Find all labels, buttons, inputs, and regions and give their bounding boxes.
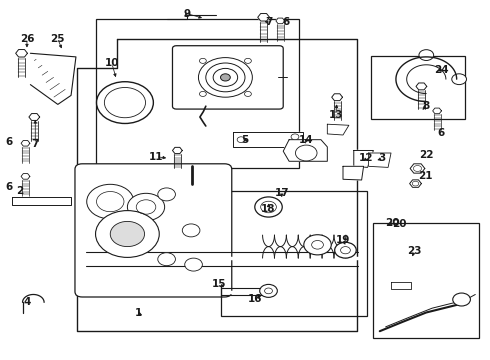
Polygon shape (16, 50, 27, 57)
Polygon shape (354, 150, 373, 167)
Bar (373, 223, 479, 338)
Circle shape (158, 188, 175, 201)
Circle shape (335, 242, 356, 258)
Circle shape (245, 91, 251, 96)
Text: 10: 10 (104, 58, 119, 68)
Polygon shape (276, 18, 285, 24)
Circle shape (255, 197, 282, 217)
Polygon shape (21, 140, 30, 146)
Circle shape (97, 82, 153, 123)
Circle shape (245, 58, 251, 63)
Bar (371, 56, 465, 119)
Text: 6: 6 (5, 182, 12, 192)
Text: 15: 15 (212, 279, 227, 289)
Circle shape (185, 258, 202, 271)
Circle shape (127, 193, 165, 221)
FancyBboxPatch shape (172, 46, 283, 109)
Text: 22: 22 (419, 150, 434, 160)
Circle shape (220, 74, 230, 81)
Polygon shape (327, 124, 349, 135)
Text: 5: 5 (242, 135, 248, 145)
Circle shape (17, 199, 24, 204)
Polygon shape (368, 153, 391, 167)
Text: 8: 8 (423, 101, 430, 111)
Text: 14: 14 (299, 135, 314, 145)
Circle shape (199, 58, 206, 63)
Circle shape (97, 192, 124, 212)
Circle shape (59, 199, 66, 204)
Bar (221, 191, 367, 316)
FancyBboxPatch shape (75, 164, 232, 297)
Text: 24: 24 (434, 65, 448, 75)
Polygon shape (30, 53, 76, 104)
Circle shape (291, 134, 299, 140)
Text: 16: 16 (247, 294, 262, 304)
Circle shape (260, 284, 277, 297)
Text: 6: 6 (283, 17, 290, 27)
Text: 17: 17 (274, 188, 289, 198)
Text: 7: 7 (265, 17, 272, 27)
Circle shape (419, 50, 434, 60)
Polygon shape (172, 147, 182, 154)
Text: 2: 2 (16, 186, 23, 196)
Text: 6: 6 (438, 128, 444, 138)
Text: 23: 23 (407, 246, 421, 256)
Circle shape (87, 184, 134, 219)
Text: 25: 25 (50, 34, 65, 44)
Polygon shape (21, 174, 30, 179)
Polygon shape (233, 132, 303, 147)
Circle shape (304, 235, 331, 255)
Polygon shape (343, 166, 364, 180)
Text: 12: 12 (359, 153, 374, 163)
Text: 7: 7 (31, 139, 39, 149)
Polygon shape (433, 108, 441, 114)
Text: 20: 20 (385, 218, 399, 228)
Text: 13: 13 (328, 110, 343, 120)
Text: 1: 1 (135, 308, 142, 318)
Polygon shape (416, 83, 427, 90)
Bar (96, 19, 299, 168)
Circle shape (182, 224, 200, 237)
Circle shape (452, 74, 466, 85)
Circle shape (295, 145, 317, 161)
Text: 3: 3 (379, 153, 386, 163)
Circle shape (414, 166, 421, 171)
Text: 18: 18 (261, 204, 276, 214)
Polygon shape (391, 282, 411, 289)
Polygon shape (332, 94, 343, 101)
Circle shape (96, 211, 159, 257)
Text: 11: 11 (148, 152, 163, 162)
Polygon shape (283, 140, 327, 161)
Text: 26: 26 (20, 34, 34, 44)
Polygon shape (29, 113, 40, 121)
Circle shape (237, 137, 245, 143)
Text: 9: 9 (184, 9, 191, 19)
Text: 20: 20 (392, 219, 407, 229)
Text: 4: 4 (23, 297, 31, 307)
Polygon shape (258, 14, 270, 21)
Text: 21: 21 (418, 171, 433, 181)
Text: 19: 19 (336, 235, 350, 246)
Polygon shape (410, 164, 425, 173)
Text: 6: 6 (5, 137, 12, 147)
Circle shape (158, 253, 175, 266)
Circle shape (412, 181, 419, 186)
Circle shape (199, 91, 206, 96)
Circle shape (110, 221, 145, 247)
Polygon shape (12, 197, 71, 205)
Circle shape (453, 293, 470, 306)
Polygon shape (410, 180, 421, 187)
